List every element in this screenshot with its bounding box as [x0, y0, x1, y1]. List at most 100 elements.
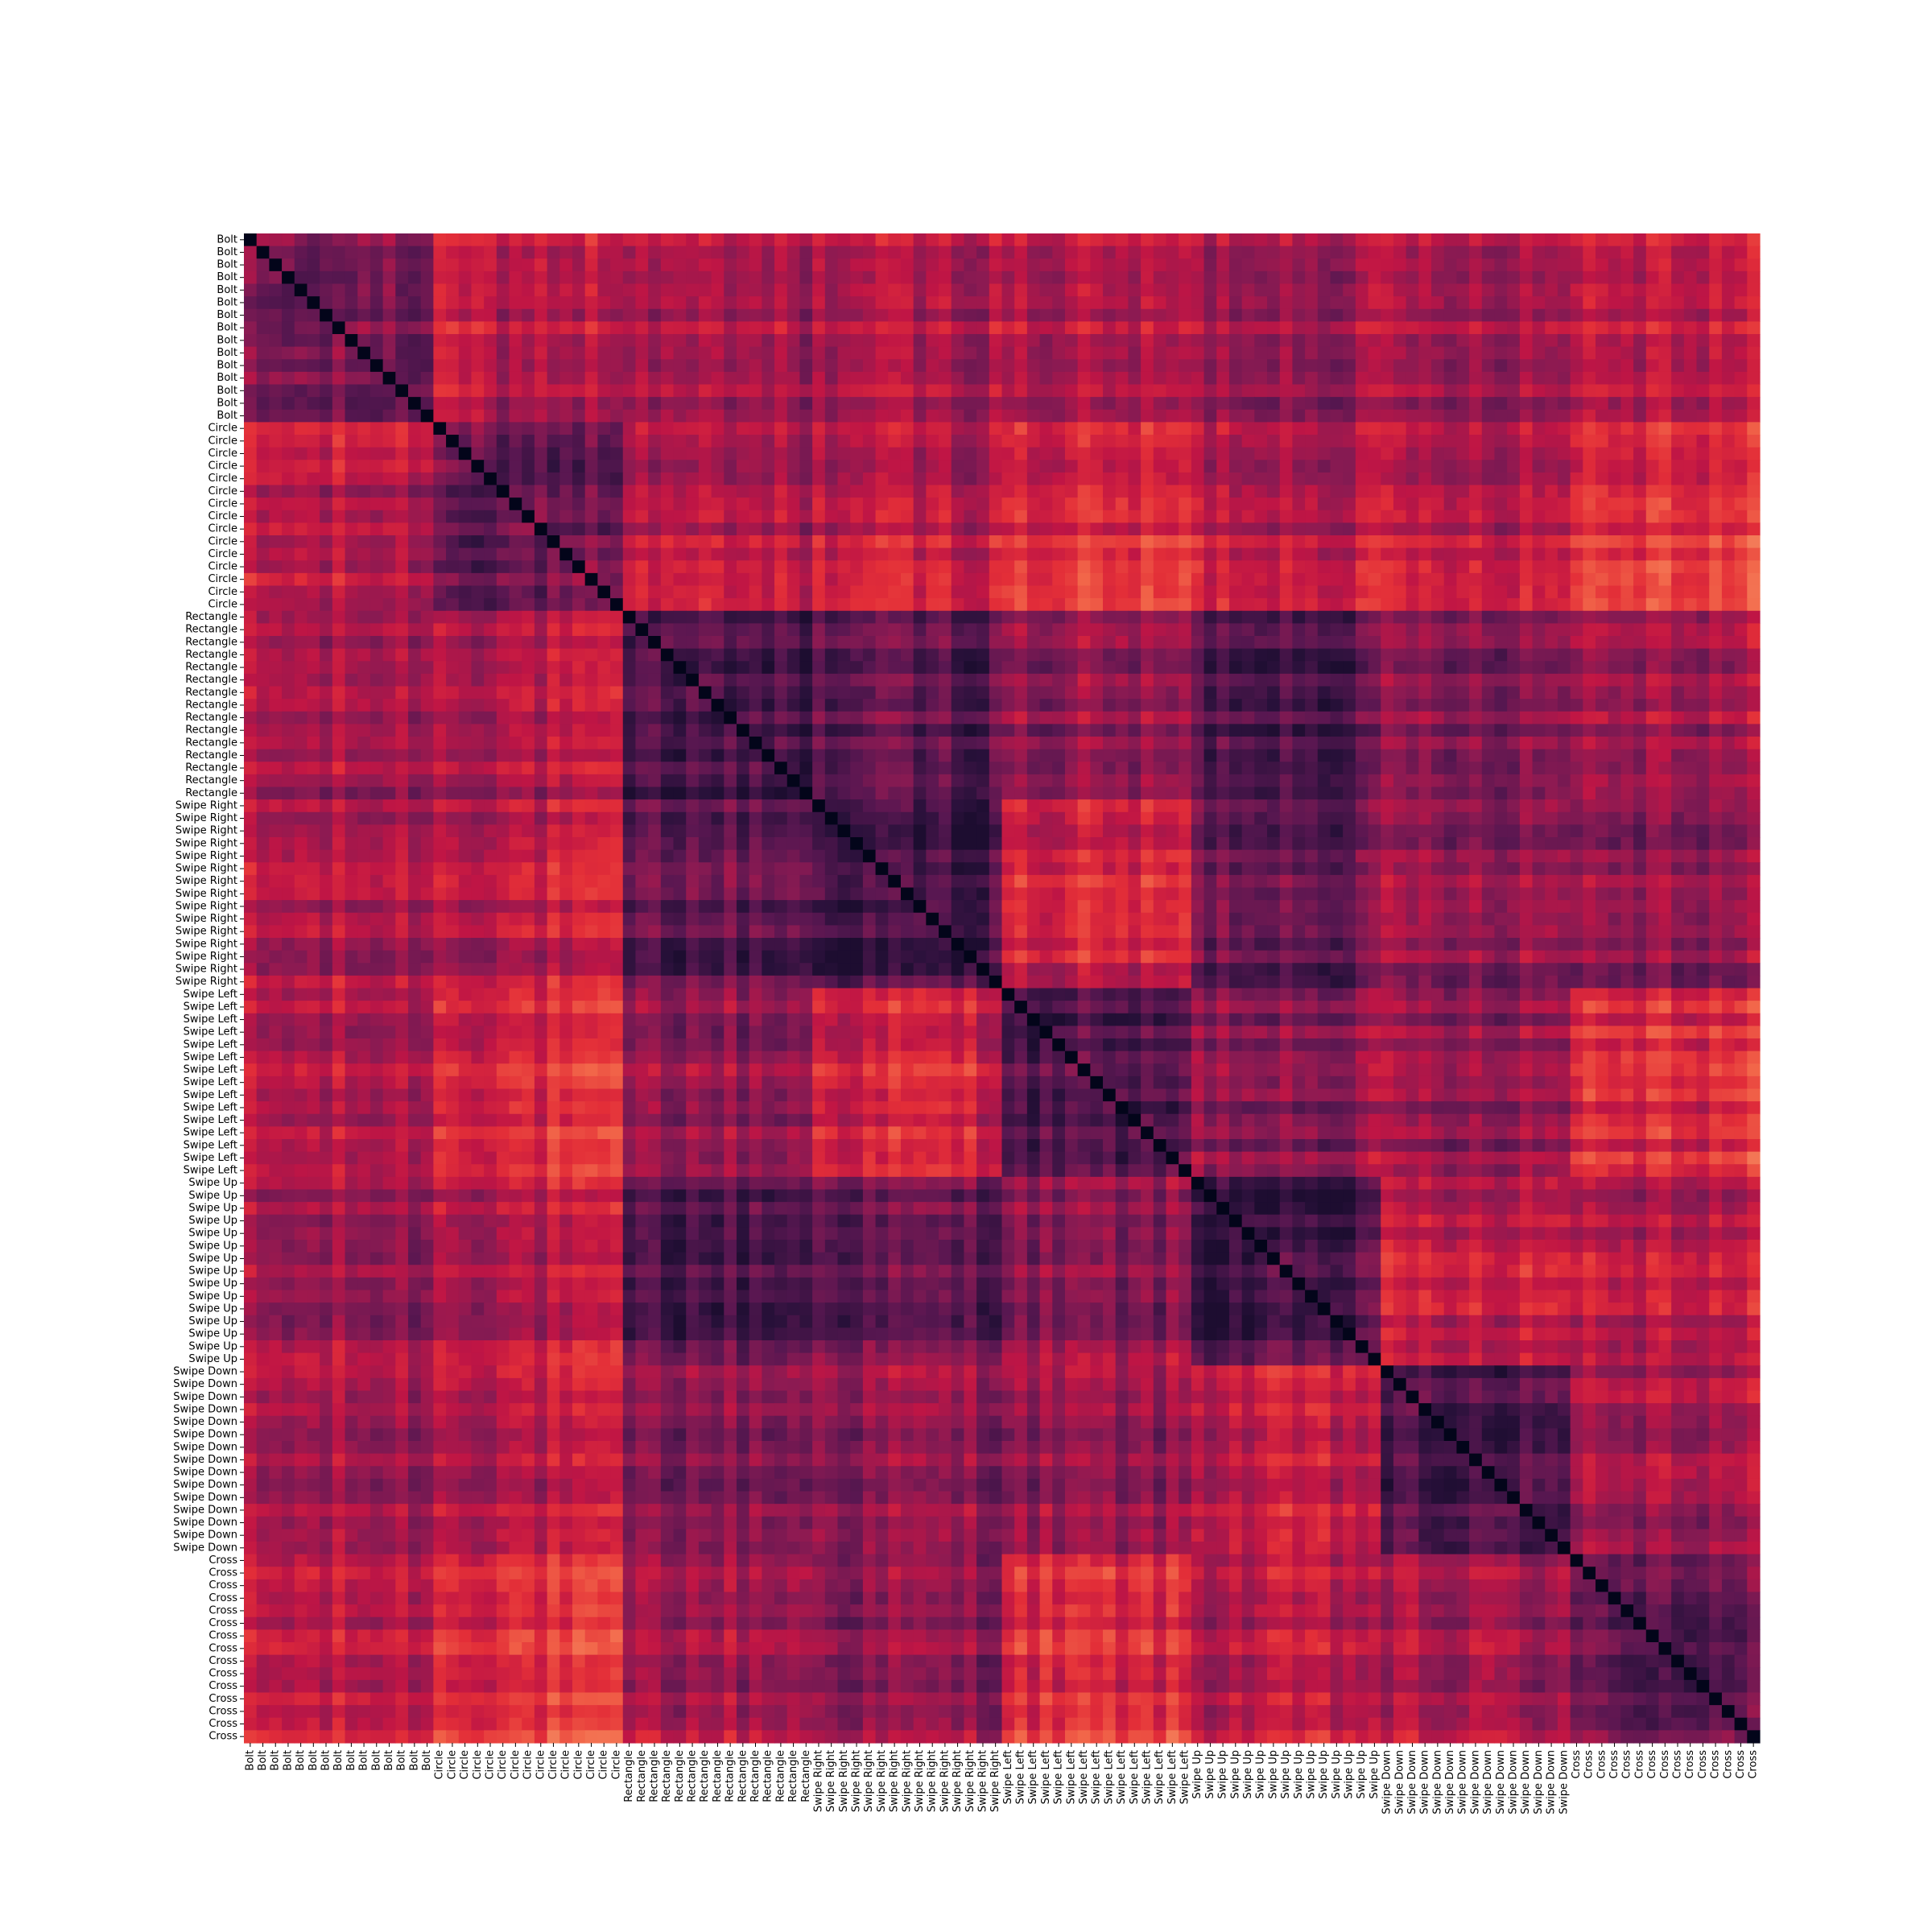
heatmap-cell [1368, 737, 1381, 750]
heatmap-cell [749, 711, 762, 724]
heatmap-cell [433, 572, 447, 587]
heatmap-cell [1368, 384, 1381, 398]
heatmap-cell [446, 686, 460, 700]
heatmap-cell [1443, 699, 1457, 712]
heatmap-cell [1721, 623, 1736, 637]
heatmap-cell [496, 510, 510, 523]
heatmap-cell [1481, 233, 1496, 247]
heatmap-cell [660, 497, 675, 511]
heatmap-cell [509, 435, 522, 448]
heatmap-cell [294, 397, 308, 411]
heatmap-cell [1090, 359, 1104, 373]
heatmap-cell [332, 711, 346, 724]
heatmap-cell [597, 572, 611, 587]
heatmap-cell [345, 384, 358, 398]
heatmap-cell [1443, 585, 1457, 599]
heatmap-cell [900, 371, 914, 386]
heatmap-cell [1658, 283, 1672, 297]
heatmap-cell [282, 648, 295, 662]
heatmap-cell [307, 371, 320, 386]
heatmap-cell [484, 724, 497, 737]
heatmap-cell [862, 359, 877, 373]
heatmap-cell [1090, 371, 1104, 386]
heatmap-cell [458, 346, 473, 360]
heatmap-cell [584, 233, 598, 247]
heatmap-cell [1431, 661, 1445, 675]
heatmap-cell [1645, 233, 1660, 247]
heatmap-cell [939, 547, 952, 561]
heatmap-cell [964, 572, 977, 587]
heatmap-cell [1228, 485, 1243, 498]
heatmap-cell [1254, 485, 1268, 498]
heatmap-cell [1128, 472, 1141, 486]
heatmap-cell [1431, 435, 1445, 448]
heatmap-cell [1545, 598, 1558, 612]
heatmap-cell [1267, 447, 1281, 460]
heatmap-cell [1620, 522, 1634, 536]
heatmap-cell [1216, 397, 1230, 411]
heatmap-cell [1633, 447, 1647, 460]
heatmap-cell [888, 460, 902, 473]
heatmap-cell [711, 510, 724, 523]
heatmap-cell [345, 623, 358, 637]
heatmap-cell [433, 321, 447, 335]
heatmap-cell [1570, 435, 1583, 448]
heatmap-cell [307, 522, 320, 536]
heatmap-cell [244, 321, 258, 335]
heatmap-cell [1026, 258, 1041, 272]
heatmap-cell [976, 686, 990, 700]
heatmap-cell [1443, 737, 1457, 750]
heatmap-cell [964, 422, 977, 436]
heatmap-cell [913, 460, 927, 473]
heatmap-cell [1216, 321, 1230, 335]
heatmap-cell [1026, 359, 1041, 373]
heatmap-cell [1456, 409, 1470, 423]
heatmap-cell [913, 711, 927, 724]
heatmap-cell [1241, 598, 1255, 612]
heatmap-cell [369, 711, 384, 724]
heatmap-cell [1254, 283, 1268, 297]
heatmap-cell [294, 572, 308, 587]
heatmap-cell [597, 258, 611, 272]
heatmap-cell [951, 397, 965, 411]
heatmap-cell [837, 296, 851, 310]
heatmap-cell [458, 749, 473, 762]
heatmap-cell [1203, 233, 1217, 247]
heatmap-cell [395, 610, 409, 624]
heatmap-cell [584, 686, 598, 700]
heatmap-cell [407, 737, 422, 750]
heatmap-cell [951, 497, 965, 511]
heatmap-cell [774, 737, 788, 750]
heatmap-cell [1292, 598, 1306, 612]
heatmap-cell [1456, 384, 1470, 398]
heatmap-cell [1671, 422, 1685, 436]
heatmap-cell [1267, 661, 1281, 675]
heatmap-cell [256, 598, 270, 612]
heatmap-cell [736, 233, 750, 247]
heatmap-cell [1596, 283, 1609, 297]
heatmap-cell [1443, 724, 1457, 737]
heatmap-cell [989, 522, 1003, 536]
heatmap-cell [433, 246, 447, 259]
heatmap-cell [610, 572, 624, 587]
heatmap-cell [496, 233, 510, 247]
heatmap-cell [1469, 233, 1483, 247]
heatmap-cell [1709, 258, 1723, 272]
heatmap-cell [1481, 384, 1496, 398]
heatmap-cell [1128, 422, 1141, 436]
heatmap-cell [1545, 661, 1558, 675]
heatmap-cell [269, 422, 283, 436]
heatmap-cell [572, 435, 586, 448]
heatmap-cell [1241, 371, 1255, 386]
heatmap-cell [1596, 308, 1609, 322]
heatmap-cell [1064, 711, 1079, 724]
heatmap-cell [471, 699, 485, 712]
heatmap-cell [1014, 535, 1028, 549]
heatmap-cell [1645, 673, 1660, 687]
heatmap-cell [622, 296, 637, 310]
heatmap-cell [1570, 233, 1583, 247]
heatmap-cell [1279, 497, 1294, 511]
heatmap-cell [1203, 585, 1217, 599]
heatmap-cell [1153, 346, 1167, 360]
heatmap-cell [824, 447, 839, 460]
